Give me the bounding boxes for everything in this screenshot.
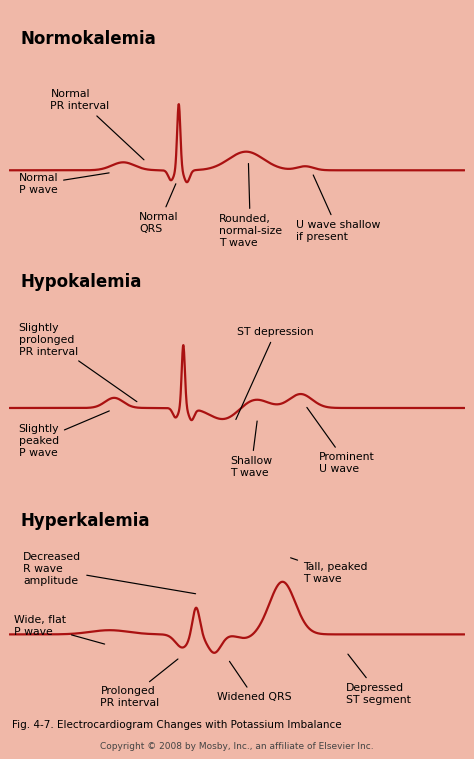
Text: Slightly
peaked
P wave: Slightly peaked P wave: [18, 411, 109, 458]
Text: Decreased
R wave
amplitude: Decreased R wave amplitude: [23, 553, 196, 594]
Text: Slightly
prolonged
PR interval: Slightly prolonged PR interval: [18, 323, 137, 402]
Text: Hypokalemia: Hypokalemia: [21, 273, 142, 291]
Text: Prolonged
PR interval: Prolonged PR interval: [100, 659, 178, 708]
Text: Normokalemia: Normokalemia: [21, 30, 156, 48]
Text: Copyright © 2008 by Mosby, Inc., an affiliate of Elsevier Inc.: Copyright © 2008 by Mosby, Inc., an affi…: [100, 742, 374, 751]
Text: Fig. 4-7. Electrocardiogram Changes with Potassium Imbalance: Fig. 4-7. Electrocardiogram Changes with…: [12, 720, 341, 730]
Text: Tall, peaked
T wave: Tall, peaked T wave: [291, 558, 367, 584]
Text: Depressed
ST segment: Depressed ST segment: [346, 654, 411, 704]
Text: Rounded,
normal-size
T wave: Rounded, normal-size T wave: [219, 163, 282, 248]
Text: Wide, flat
P wave: Wide, flat P wave: [14, 616, 105, 644]
Text: Normal
PR interval: Normal PR interval: [50, 90, 144, 160]
Text: Shallow
T wave: Shallow T wave: [230, 421, 272, 478]
Text: Hyperkalemia: Hyperkalemia: [21, 512, 150, 530]
Text: Normal
QRS: Normal QRS: [139, 184, 179, 235]
Text: Prominent
U wave: Prominent U wave: [307, 408, 374, 474]
Text: Normal
P wave: Normal P wave: [18, 173, 109, 195]
Text: ST depression: ST depression: [236, 327, 314, 420]
Text: Widened QRS: Widened QRS: [217, 661, 291, 702]
Text: U wave shallow
if present: U wave shallow if present: [296, 175, 381, 242]
